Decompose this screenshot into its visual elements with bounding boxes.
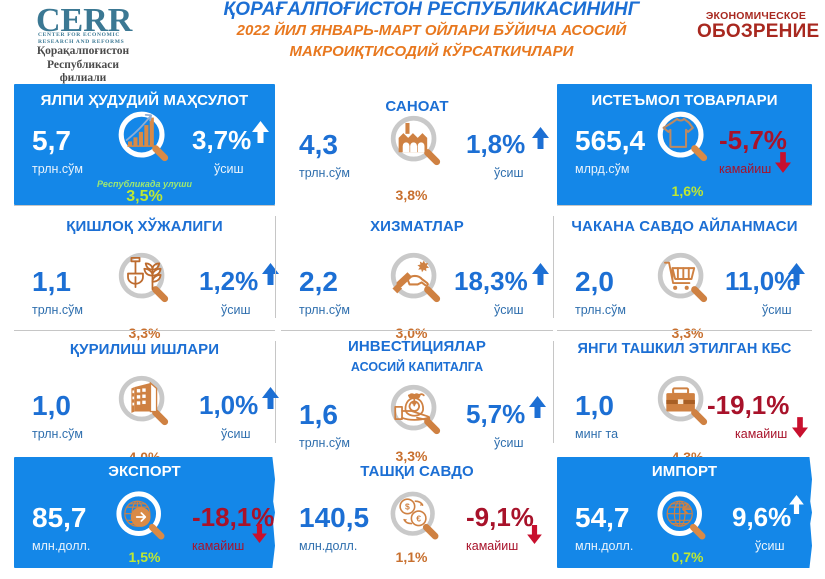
svg-text:€: € <box>416 514 421 524</box>
svg-text:$: $ <box>405 502 410 512</box>
